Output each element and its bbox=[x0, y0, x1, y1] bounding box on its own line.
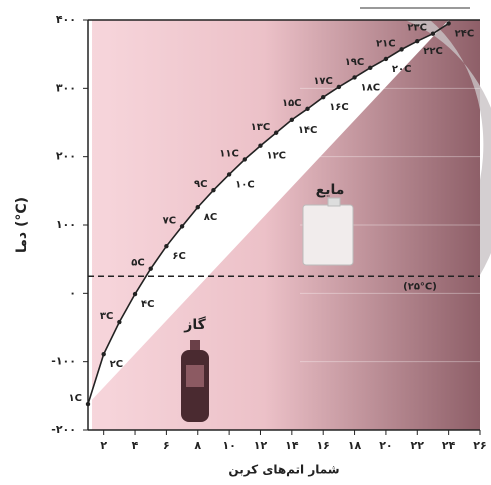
x-tick-label: ۲۶ bbox=[473, 439, 486, 452]
x-tick-label: ۶ bbox=[163, 439, 170, 452]
point-label: ۱۰C bbox=[235, 179, 255, 190]
point bbox=[164, 244, 168, 248]
point bbox=[274, 131, 278, 135]
point-label: ۱۵C bbox=[282, 98, 302, 109]
y-tick-label: ۰ bbox=[69, 286, 76, 299]
x-tick-label: ۲۰ bbox=[379, 439, 392, 452]
point bbox=[384, 57, 388, 61]
point bbox=[258, 144, 262, 148]
x-tick-label: ۴ bbox=[132, 439, 139, 452]
point bbox=[290, 118, 294, 122]
point-label: ۲۱C bbox=[376, 38, 396, 49]
point bbox=[415, 39, 419, 43]
point-label: ۹C bbox=[194, 179, 207, 190]
point bbox=[352, 75, 356, 79]
point-label: ۲۰C bbox=[392, 64, 412, 75]
x-axis-label: شمار اتم‌های کربن bbox=[228, 463, 339, 477]
point-label: ۱۷C bbox=[313, 76, 333, 87]
point-label: ۱۶C bbox=[329, 102, 349, 113]
x-tick-label: ۲۴ bbox=[442, 439, 456, 452]
x-tick-label: ۱۶ bbox=[316, 439, 329, 452]
point bbox=[431, 31, 435, 35]
point bbox=[337, 85, 341, 89]
point bbox=[368, 66, 372, 70]
point bbox=[196, 205, 200, 209]
point bbox=[211, 188, 215, 192]
y-tick-label: -۱۰۰ bbox=[51, 355, 76, 368]
point-label: ۴C bbox=[141, 299, 154, 310]
liquid-label: مایع bbox=[316, 182, 345, 198]
point-label: ۸C bbox=[204, 212, 217, 223]
point-label: ۱۴C bbox=[298, 125, 318, 136]
point-label: ۳C bbox=[100, 311, 113, 322]
point bbox=[86, 402, 90, 406]
point-label: ۲۴C bbox=[455, 28, 475, 39]
point bbox=[243, 157, 247, 161]
reference-label: (۲۵°C) bbox=[403, 281, 437, 292]
point bbox=[321, 95, 325, 99]
point bbox=[149, 267, 153, 271]
point bbox=[180, 224, 184, 228]
x-tick-label: ۱۲ bbox=[254, 439, 268, 452]
x-tick-label: ۱۸ bbox=[348, 439, 362, 452]
point-label: ۱۳C bbox=[251, 122, 271, 133]
point bbox=[227, 172, 231, 176]
y-tick-label: ۴۰۰ bbox=[56, 13, 76, 26]
point-label: ۲۲C bbox=[423, 46, 443, 57]
point bbox=[446, 21, 450, 25]
point bbox=[133, 292, 137, 296]
x-tick-label: ۸ bbox=[194, 439, 201, 452]
point-label: ۱۲C bbox=[266, 151, 286, 162]
y-tick-label: ۲۰۰ bbox=[56, 150, 76, 163]
point bbox=[399, 47, 403, 51]
y-tick-label: ۱۰۰ bbox=[56, 218, 76, 231]
chart: -۲۰۰-۱۰۰۰۱۰۰۲۰۰۳۰۰۴۰۰۲۴۶۸۱۰۱۲۱۴۱۶۱۸۲۰۲۲۲… bbox=[0, 0, 491, 485]
y-tick-label: -۲۰۰ bbox=[51, 423, 76, 436]
point bbox=[117, 320, 121, 324]
x-tick-label: ۱۰ bbox=[222, 439, 235, 452]
y-tick-label: ۳۰۰ bbox=[56, 81, 76, 94]
gas-label: گاز bbox=[183, 316, 206, 333]
point-label: ۱C bbox=[69, 393, 82, 404]
point-label: ۲C bbox=[110, 359, 123, 370]
y-axis-label: دما (°C) bbox=[14, 197, 30, 253]
gas-bottle bbox=[181, 340, 209, 422]
point bbox=[101, 352, 105, 356]
x-tick-label: ۱۴ bbox=[285, 439, 299, 452]
x-tick-label: ۲ bbox=[100, 439, 107, 452]
point-label: ۱۱C bbox=[219, 148, 239, 159]
point-label: ۲۳C bbox=[407, 23, 427, 34]
liquid-container bbox=[303, 198, 353, 265]
point-label: ۵C bbox=[131, 258, 144, 269]
point-label: ۱۸C bbox=[361, 82, 381, 93]
point-label: ۷C bbox=[163, 215, 176, 226]
x-tick-label: ۲۲ bbox=[411, 439, 425, 452]
point-label: ۱۹C bbox=[345, 57, 365, 68]
point bbox=[305, 107, 309, 111]
point-label: ۶C bbox=[172, 251, 185, 262]
